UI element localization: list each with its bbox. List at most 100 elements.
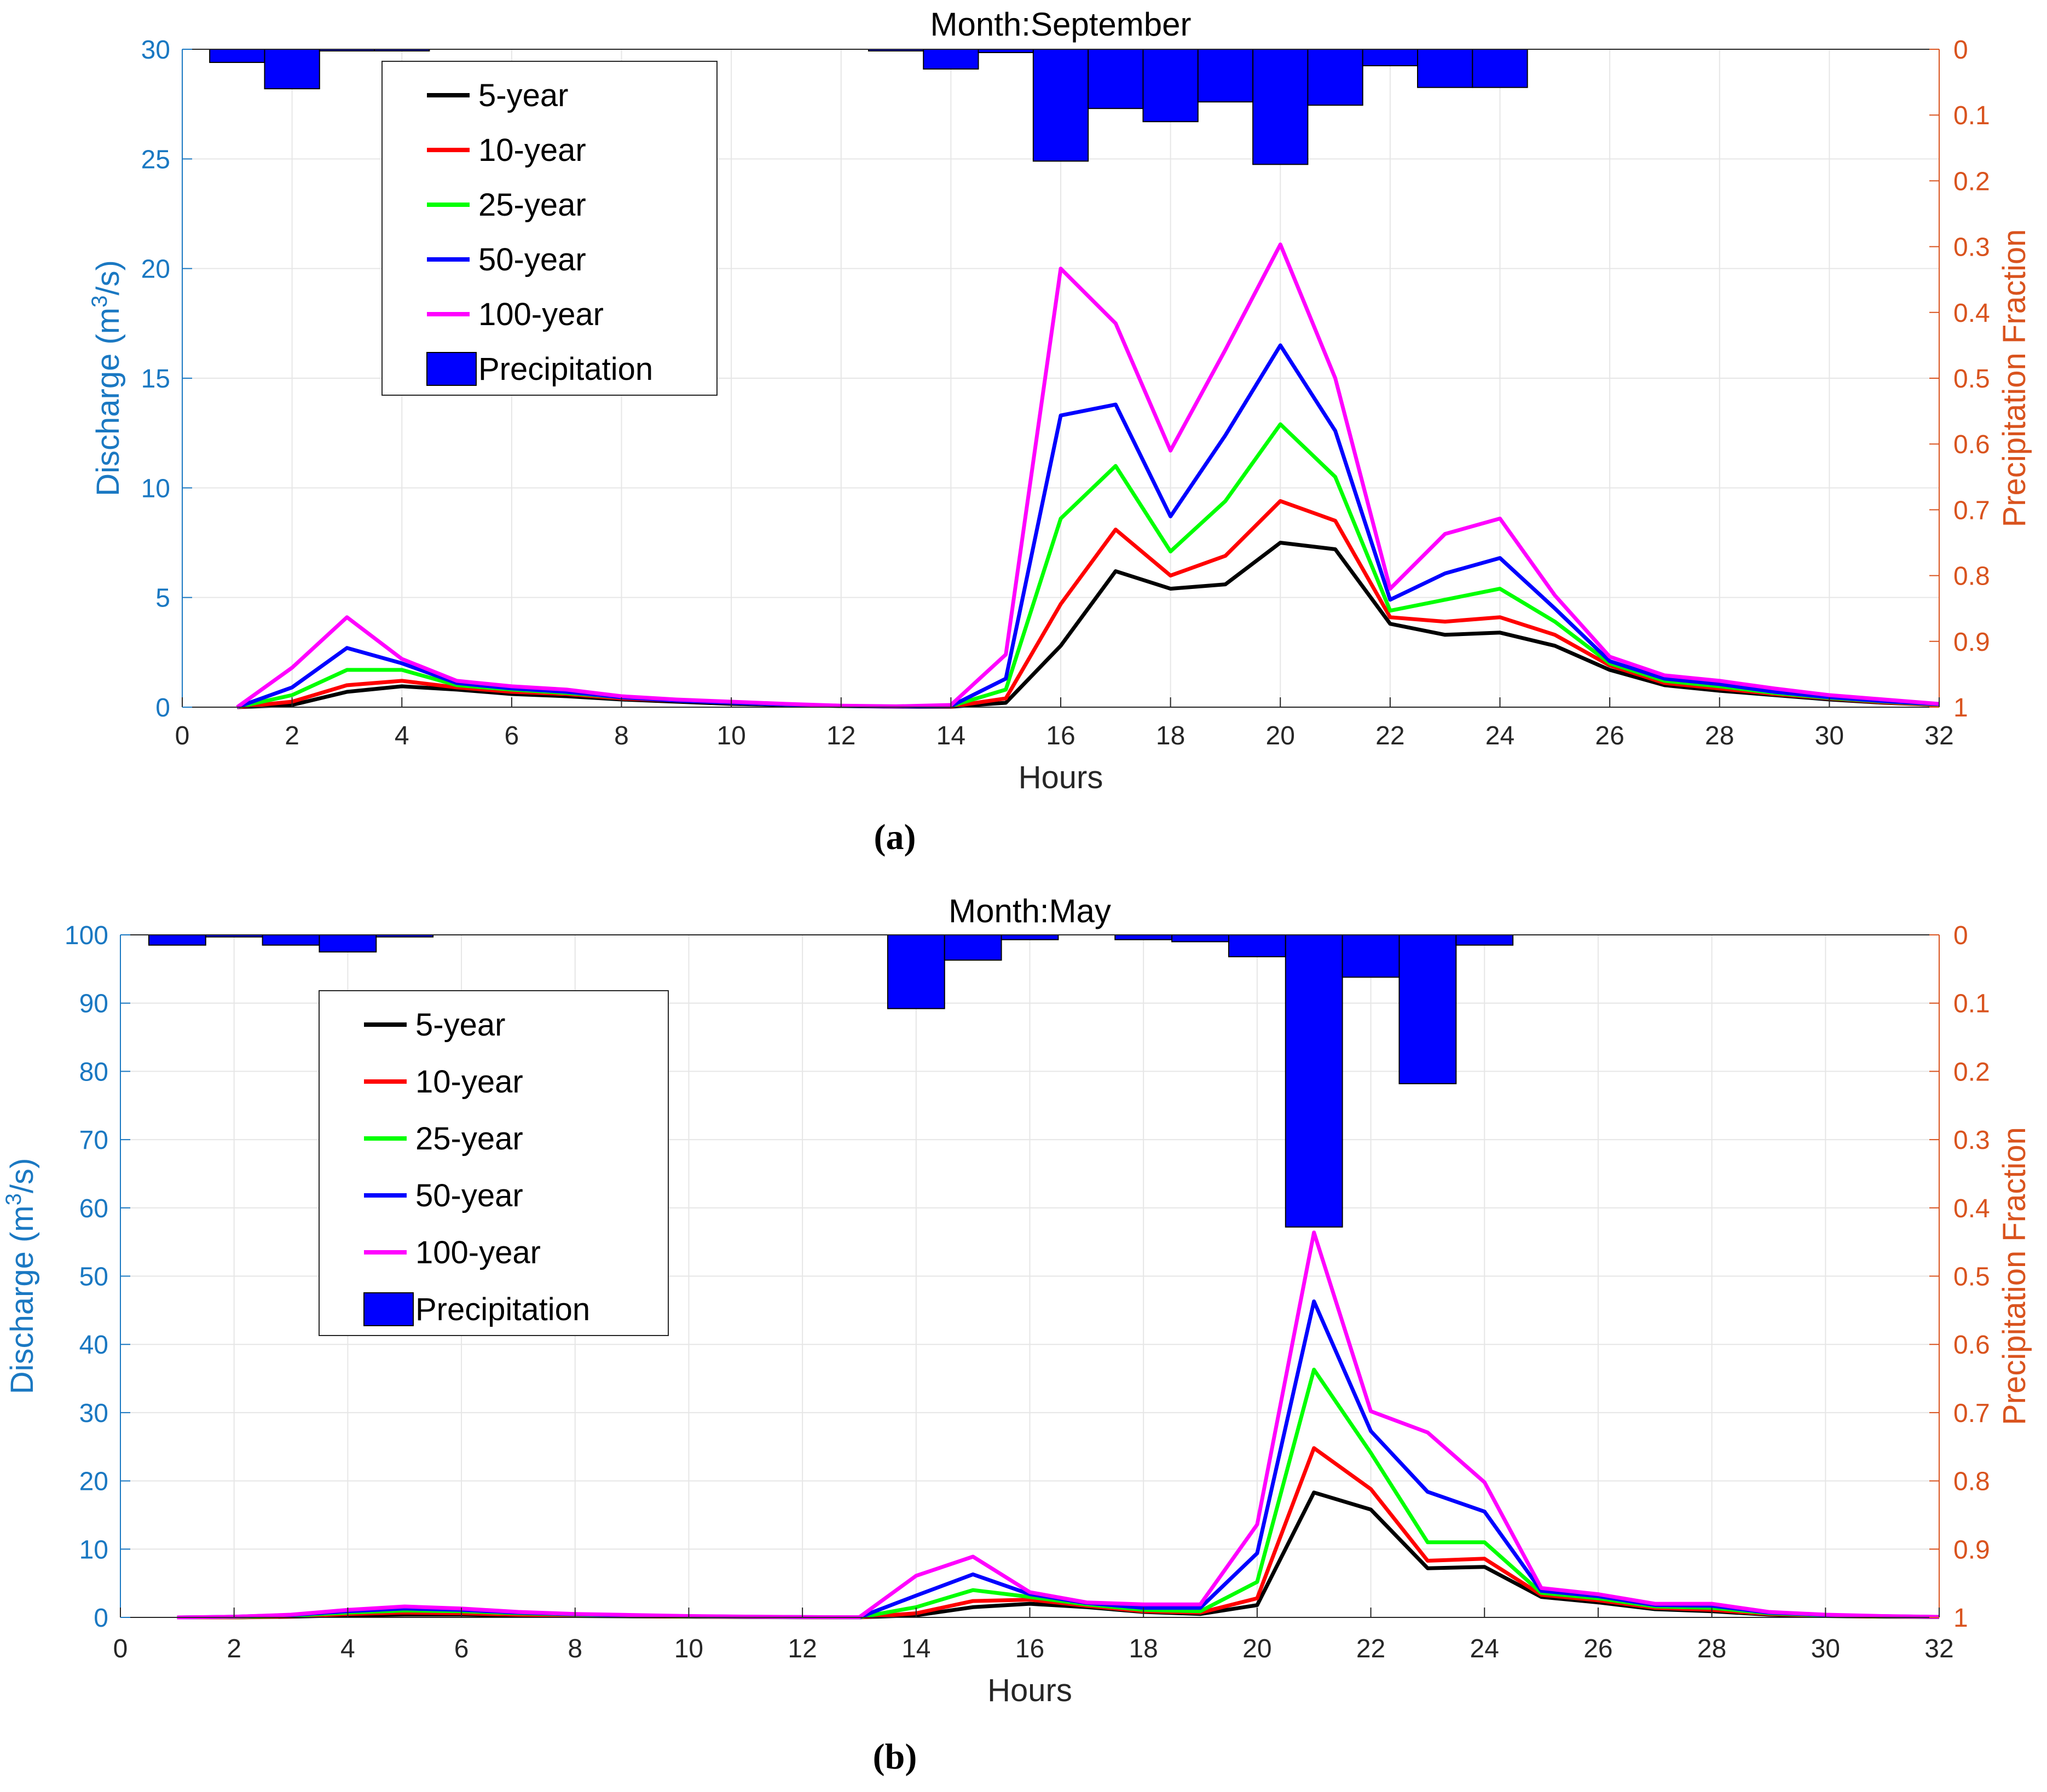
chart-title: Month:September [930,6,1192,43]
x-tick-label: 32 [1924,721,1953,750]
y-tick-label-right: 0.8 [1953,562,1990,591]
legend-swatch-precipitation [363,1292,414,1326]
precipitation-bars [209,49,1528,165]
panel-label-b: (b) [872,1737,917,1777]
chart-panel-1: 0 2 4 6 8 10 12 14 16 18 20 22 24 26 28 30 3205101520253… [88,6,2032,795]
y-tick-label-right: 0.8 [1953,1467,1990,1496]
x-tick-label: 28 [1705,721,1734,750]
x-tick-label: 6 [505,721,519,750]
y-tick-label-right: 0.2 [1953,167,1990,196]
y-tick-label-right: 0.6 [1953,430,1990,459]
precipitation-bar [1285,934,1343,1228]
precipitation-bar [1362,49,1419,67]
legend-label: 100-year [415,1235,541,1270]
x-tick-label: 20 [1266,721,1295,750]
y-axis-label-right: Precipitation Fraction [1997,1127,2032,1425]
x-tick-label: 26 [1595,721,1624,750]
x-tick-label: 18 [1156,721,1185,750]
x-tick-label: 8 [614,721,629,750]
y-axis-label-left: Discharge (m3/s) [88,260,126,496]
precipitation-bar [319,934,377,953]
precipitation-bar [923,49,979,70]
precipitation-bar [1472,49,1528,88]
precipitation-bars [148,934,1514,1228]
y-tick-label-left: 60 [79,1194,108,1223]
x-tick-label: 8 [568,1634,582,1663]
y-tick-label-right: 0.1 [1953,990,1990,1019]
y-tick-label-left: 100 [65,921,108,950]
y-tick-label-right: 1 [1953,693,1968,722]
x-tick-label: 30 [1811,1634,1840,1663]
y-tick-label-left: 25 [141,145,170,174]
x-tick-label: 14 [901,1634,930,1663]
chart-panel-2: 0 2 4 6 8 10 12 14 16 18 20 22 24 26 28 30 3201020304050… [2,893,2032,1708]
legend-label: 10-year [478,132,586,168]
precipitation-bar [1171,934,1229,943]
legend: 5-year 10-year 25-year 50-year 100-year Preci… [381,61,718,396]
precipitation-bar [944,934,1002,961]
y-tick-label-right: 0.7 [1953,1399,1990,1428]
y-tick-label-left: 0 [155,693,170,722]
legend-label: 50-year [478,242,586,278]
precipitation-bar [209,49,265,63]
y-tick-label-right: 0.1 [1953,101,1990,130]
y-tick-label-right: 0.4 [1953,299,1990,328]
legend-label: Precipitation [478,351,653,387]
y-axis-label-left-part: /s) [4,1158,40,1193]
legend-label: 25-year [415,1121,523,1157]
legend-label: 25-year [478,187,586,223]
y-axis-label-left-part: Discharge (m [90,308,126,496]
precipitation-bar [1341,934,1400,978]
x-axis-label: Hours [987,1673,1072,1708]
legend-box [319,990,669,1336]
x-tick-label: 6 [454,1634,469,1663]
x-tick-label: 24 [1470,1634,1499,1663]
x-tick-label: 12 [826,721,855,750]
legend-box [381,61,718,396]
y-tick-label-right: 0.4 [1953,1194,1990,1223]
y-tick-label-left: 40 [79,1331,108,1360]
x-tick-label: 10 [674,1634,703,1663]
y-tick-label-left: 5 [155,584,170,613]
precipitation-bar [1398,934,1457,1084]
y-tick-label-left: 10 [79,1535,108,1564]
y-tick-label-right: 0.5 [1953,365,1990,394]
legend-label: 100-year [478,297,604,332]
x-tick-label: 2 [285,721,299,750]
x-tick-label: 18 [1129,1634,1158,1663]
x-tick-label: 14 [936,721,965,750]
precipitation-bar [148,934,206,946]
x-tick-label: 10 [716,721,745,750]
legend-swatch-precipitation [426,352,477,386]
x-tick-label: 22 [1356,1634,1385,1663]
y-tick-label-left: 0 [94,1604,108,1633]
y-tick-label-right: 0.3 [1953,233,1990,262]
y-axis-label-left-superscript: 3 [2,1193,26,1205]
precipitation-bar [1142,49,1199,123]
y-axis-label-left: Discharge (m3/s) [2,1158,40,1395]
y-tick-label-left: 20 [79,1467,108,1496]
x-tick-label: 0 [113,1634,128,1663]
x-tick-label: 22 [1375,721,1404,750]
y-tick-label-right: 0.2 [1953,1057,1990,1086]
precipitation-bar [1001,934,1059,940]
y-tick-label-right: 0.3 [1953,1126,1990,1155]
panel-label-a: (a) [874,817,916,857]
y-tick-label-left: 20 [141,255,170,284]
y-tick-label-left: 80 [79,1057,108,1086]
legend-label: 5-year [478,78,568,113]
precipitation-bar [887,934,945,1009]
y-tick-label-left: 15 [141,365,170,394]
x-tick-label: 30 [1815,721,1844,750]
y-tick-label-right: 0.5 [1953,1263,1990,1292]
x-tick-label: 0 [175,721,190,750]
x-tick-label: 28 [1697,1634,1726,1663]
x-tick-label: 4 [395,721,409,750]
precipitation-bar [1252,49,1309,165]
series-line-10-year [236,499,1940,709]
y-axis-label-left-part: Discharge (m [4,1205,40,1394]
x-tick-label: 26 [1583,1634,1612,1663]
series-line-100-year [177,1230,1940,1620]
